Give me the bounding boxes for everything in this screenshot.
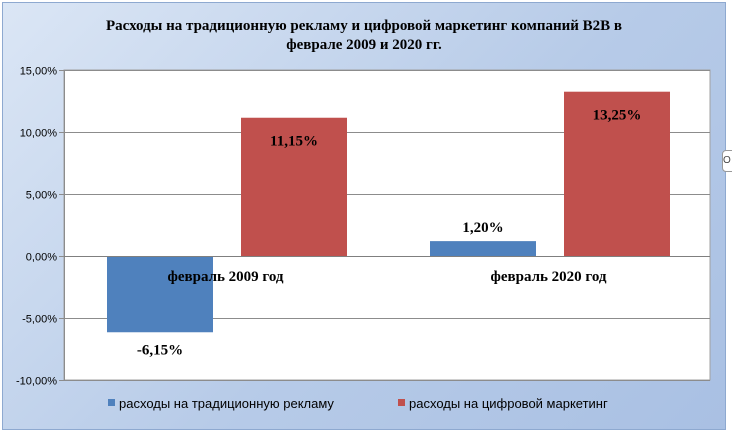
bar-digital-1 — [564, 91, 670, 256]
legend-label: расходы на цифровой маркетинг — [409, 396, 608, 411]
y-tick-label: 5,00% — [26, 190, 57, 202]
y-tick-label: 0,00% — [26, 252, 57, 264]
side-resize-handle[interactable]: О — [722, 150, 732, 172]
data-label: 1,20% — [462, 220, 503, 236]
data-label: 11,15% — [270, 134, 318, 150]
data-label: -6,15% — [137, 342, 183, 358]
bar-digital-0 — [241, 117, 347, 257]
chart-title: Расходы на традиционную рекламу и цифров… — [106, 18, 622, 34]
legend-swatch-digital — [398, 399, 405, 406]
chart-title: феврале 2009 и 2020 гг. — [286, 37, 442, 53]
legend-swatch-traditional — [108, 399, 115, 406]
bar-traditional-1 — [430, 241, 536, 256]
bar-traditional-0 — [107, 256, 213, 333]
category-label: февраль 2020 год — [490, 269, 606, 285]
y-tick-label: -5,00% — [22, 314, 57, 326]
category-label: февраль 2009 год — [167, 269, 283, 285]
y-tick-label: 10,00% — [20, 128, 58, 140]
y-tick-label: -10,00% — [16, 376, 57, 388]
y-tick-label: 15,00% — [20, 66, 58, 78]
data-label: 13,25% — [593, 108, 642, 124]
legend-label: расходы на традиционную рекламу — [119, 396, 334, 411]
